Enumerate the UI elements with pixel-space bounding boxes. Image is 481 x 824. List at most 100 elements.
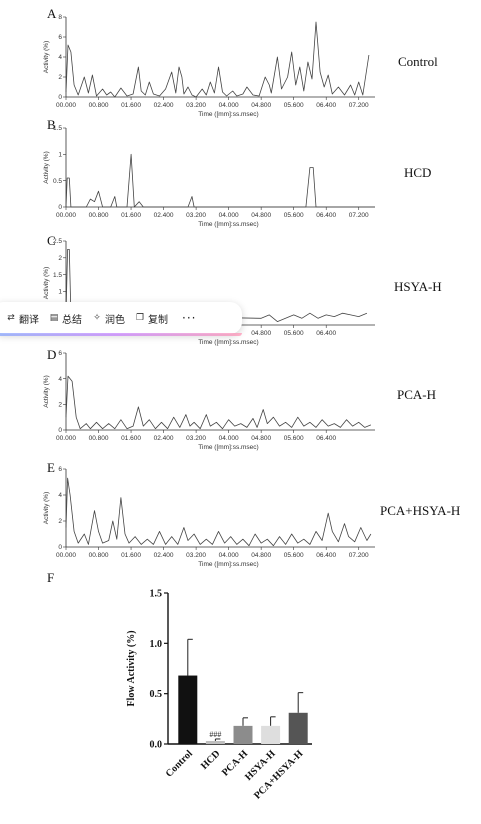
panel-letter-e: E: [47, 460, 55, 475]
copy-icon: ❐: [135, 313, 145, 323]
x-tick-label: 03.200: [186, 212, 206, 219]
translate-label: 翻译: [19, 314, 39, 326]
y-tick-label: 0: [58, 94, 62, 101]
x-tick-label: 04.000: [219, 212, 239, 219]
y-tick-label: 1: [58, 152, 62, 159]
y-tick-label: 0: [58, 544, 62, 551]
x-tick-label: 00.800: [89, 102, 109, 109]
x-tick-label: 02.400: [154, 102, 174, 109]
x-axis-title: Time ([mm]:ss.msec): [198, 444, 258, 451]
x-tick-label: 03.200: [186, 435, 206, 442]
x-tick-label: 04.800: [251, 435, 271, 442]
x-tick-label: 04.800: [251, 102, 271, 109]
toolbar-accent-bar: [0, 333, 242, 336]
y-tick-label: 0.5: [53, 178, 62, 185]
group-label-hsya-h: HSYA-H: [394, 279, 442, 294]
x-axis-title: Time ([mm]:ss.msec): [198, 111, 258, 118]
bar-y-tick-label: 1.5: [150, 589, 163, 600]
y-axis-title: Activity (%): [43, 492, 50, 525]
y-tick-label: 0: [58, 204, 62, 211]
y-tick-label: 8: [58, 14, 62, 21]
x-tick-label: 07.200: [349, 102, 369, 109]
y-tick-label: 6: [58, 466, 62, 473]
panel-letter-f: F: [47, 570, 55, 585]
copy-button[interactable]: ❐ 复制: [135, 311, 168, 326]
y-tick-label: 0: [58, 427, 62, 434]
copy-label: 复制: [148, 314, 168, 326]
x-tick-label: 05.600: [284, 552, 304, 559]
bar-HSYA-H: [261, 725, 281, 744]
group-label-control: Control: [398, 54, 438, 69]
x-tick-label: 04.000: [219, 102, 239, 109]
bar-PCA-H: [233, 725, 253, 744]
x-tick-label: 03.200: [186, 552, 206, 559]
x-tick-label: 07.200: [349, 552, 369, 559]
y-tick-label: 4: [58, 376, 62, 383]
line-panel-4: 0 2 4 6 00.000 00.800 01.600 02.400 03.200 04.000…: [43, 466, 375, 568]
x-tick-label: 02.400: [154, 552, 174, 559]
y-tick-label: 4: [58, 54, 62, 61]
panel-letter-d: D: [47, 347, 57, 362]
y-tick-label: 6: [58, 34, 62, 41]
sparkle-icon: ✧: [93, 313, 101, 323]
x-tick-label: 04.800: [251, 212, 271, 219]
x-tick-label: 00.000: [56, 435, 76, 442]
bar-y-tick-label: 1.0: [150, 639, 163, 650]
y-tick-label: 2: [58, 518, 62, 525]
bar-Control: [178, 675, 198, 744]
line-panel-0: 0 2 4 6 8 00.000 00.800 01.600 02.400 03.200 04.00…: [43, 14, 375, 118]
x-tick-label: 06.400: [316, 102, 336, 109]
x-tick-label: 05.600: [284, 435, 304, 442]
x-tick-label: 00.800: [89, 435, 109, 442]
y-tick-label: 2: [58, 74, 62, 81]
document-icon: ▤: [49, 313, 59, 323]
x-tick-label: 05.600: [284, 330, 304, 337]
x-tick-label: 05.600: [284, 102, 304, 109]
summarize-button[interactable]: ▤ 总结: [49, 311, 82, 326]
activity-series-line: [65, 21, 370, 98]
y-axis-title: Activity (%): [43, 41, 50, 74]
y-axis-title: Activity (%): [43, 151, 50, 184]
x-tick-label: 00.800: [89, 552, 109, 559]
x-tick-label: 04.800: [251, 330, 271, 337]
activity-series-line: [65, 248, 368, 323]
x-tick-label: 04.000: [219, 435, 239, 442]
x-tick-label: 05.600: [284, 212, 304, 219]
bar-category-label: PCA+HSYA-H: [252, 748, 305, 801]
x-tick-label: 00.000: [56, 552, 76, 559]
significance-annotation: ###: [209, 730, 221, 739]
x-tick-label: 04.800: [251, 552, 271, 559]
x-tick-label: 07.200: [349, 212, 369, 219]
x-tick-label: 06.400: [316, 212, 336, 219]
y-axis-title: Activity (%): [43, 267, 50, 300]
translate-icon: ⇄: [7, 313, 15, 323]
group-label-pca-hsya-h: PCA+HSYA-H: [380, 503, 461, 518]
translate-button[interactable]: ⇄ 翻译: [6, 311, 39, 326]
y-tick-label: 1: [58, 289, 62, 296]
activity-series-line: [65, 477, 372, 547]
y-tick-label: 1.5: [53, 125, 62, 132]
selection-toolbar[interactable]: ⇄ 翻译 ▤ 总结 ✧ 润色 ❐ 复制 ···: [0, 302, 242, 336]
y-tick-label: 2.5: [53, 238, 62, 245]
polish-button[interactable]: ✧ 润色: [92, 311, 125, 326]
activity-series-line: [65, 153, 375, 208]
bar-chart-panel: 0.0 0.5 1.0 1.5 Flow Activity (%) Control HCD P…: [126, 589, 312, 802]
x-tick-label: 00.000: [56, 212, 76, 219]
y-axis-title: Activity (%): [43, 375, 50, 408]
bar-PCA+HSYA-H: [288, 712, 308, 744]
line-panel-1: 0 0.5 1 1.5 00.000 00.800 01.600 02.400 03.200 04…: [43, 125, 375, 228]
y-tick-label: 4: [58, 492, 62, 499]
more-options-button[interactable]: ···: [182, 311, 197, 325]
y-tick-label: 6: [58, 350, 62, 357]
group-label-pca-h: PCA-H: [397, 387, 437, 402]
x-axis-title: Time ([mm]:ss.msec): [198, 561, 258, 568]
line-chart-panels: 0 2 4 6 8 00.000 00.800 01.600 02.400 03.200 04.00…: [43, 14, 375, 568]
bar-y-axis-title: Flow Activity (%): [126, 630, 137, 706]
bar-category-label: HCD: [199, 748, 223, 772]
line-panel-3: 0 2 4 6 00.000 00.800 01.600 02.400 03.200 04.000…: [43, 350, 375, 451]
y-tick-label: 2: [58, 402, 62, 409]
x-tick-label: 06.400: [316, 435, 336, 442]
x-tick-label: 06.400: [316, 330, 336, 337]
x-tick-label: 02.400: [154, 435, 174, 442]
